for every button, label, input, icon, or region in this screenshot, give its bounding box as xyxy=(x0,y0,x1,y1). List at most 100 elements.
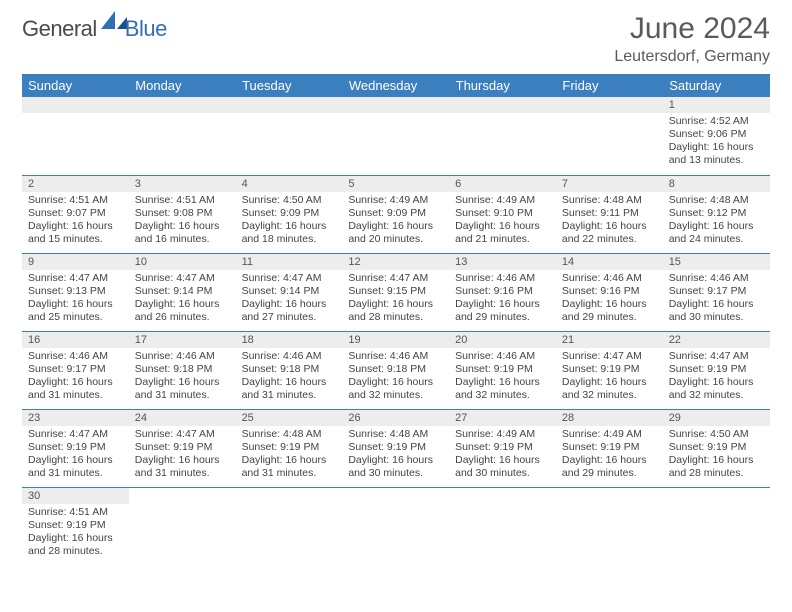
day-detail-line: Daylight: 16 hours xyxy=(242,220,337,233)
day-detail-line: Daylight: 16 hours xyxy=(669,454,764,467)
day-detail-line: Daylight: 16 hours xyxy=(455,376,550,389)
day-detail-line: Daylight: 16 hours xyxy=(669,141,764,154)
day-details: Sunrise: 4:49 AMSunset: 9:19 PMDaylight:… xyxy=(449,426,556,485)
day-detail-line: Sunrise: 4:49 AM xyxy=(348,194,443,207)
day-details: Sunrise: 4:46 AMSunset: 9:17 PMDaylight:… xyxy=(22,348,129,407)
day-detail-line: Sunrise: 4:46 AM xyxy=(455,350,550,363)
day-detail-line: Sunrise: 4:47 AM xyxy=(348,272,443,285)
day-detail-line: and 18 minutes. xyxy=(242,233,337,246)
day-detail-line: and 31 minutes. xyxy=(135,467,230,480)
calendar-cell xyxy=(236,487,343,565)
day-details: Sunrise: 4:46 AMSunset: 9:16 PMDaylight:… xyxy=(556,270,663,329)
day-detail-line: Sunset: 9:06 PM xyxy=(669,128,764,141)
day-number: 21 xyxy=(556,332,663,348)
day-detail-line: Daylight: 16 hours xyxy=(242,298,337,311)
day-detail-line: Sunrise: 4:48 AM xyxy=(669,194,764,207)
calendar-cell: 20Sunrise: 4:46 AMSunset: 9:19 PMDayligh… xyxy=(449,331,556,409)
day-header: Wednesday xyxy=(342,74,449,97)
day-detail-line: and 28 minutes. xyxy=(669,467,764,480)
day-detail-line: and 28 minutes. xyxy=(348,311,443,324)
day-number: 30 xyxy=(22,488,129,504)
calendar-cell: 5Sunrise: 4:49 AMSunset: 9:09 PMDaylight… xyxy=(342,175,449,253)
day-details: Sunrise: 4:46 AMSunset: 9:19 PMDaylight:… xyxy=(449,348,556,407)
day-detail-line: Sunrise: 4:50 AM xyxy=(242,194,337,207)
calendar-row: 23Sunrise: 4:47 AMSunset: 9:19 PMDayligh… xyxy=(22,409,770,487)
day-detail-line: Sunset: 9:11 PM xyxy=(562,207,657,220)
day-detail-line: Sunset: 9:18 PM xyxy=(242,363,337,376)
day-detail-line: and 27 minutes. xyxy=(242,311,337,324)
day-detail-line: Sunset: 9:16 PM xyxy=(455,285,550,298)
calendar-cell: 26Sunrise: 4:48 AMSunset: 9:19 PMDayligh… xyxy=(342,409,449,487)
day-number-empty xyxy=(129,97,236,113)
day-detail-line: and 31 minutes. xyxy=(28,467,123,480)
day-detail-line: Sunset: 9:19 PM xyxy=(348,441,443,454)
day-number: 25 xyxy=(236,410,343,426)
day-detail-line: and 20 minutes. xyxy=(348,233,443,246)
calendar-cell xyxy=(342,487,449,565)
logo: General Blue xyxy=(22,16,167,42)
day-number-empty xyxy=(556,97,663,113)
day-detail-line: and 26 minutes. xyxy=(135,311,230,324)
day-detail-line: Sunrise: 4:47 AM xyxy=(28,272,123,285)
day-number-empty xyxy=(22,97,129,113)
day-detail-line: and 31 minutes. xyxy=(242,467,337,480)
day-detail-line: Daylight: 16 hours xyxy=(135,454,230,467)
day-number: 8 xyxy=(663,176,770,192)
sail-icon xyxy=(101,11,127,36)
day-detail-line: Sunset: 9:19 PM xyxy=(562,441,657,454)
calendar-cell: 2Sunrise: 4:51 AMSunset: 9:07 PMDaylight… xyxy=(22,175,129,253)
calendar-cell: 3Sunrise: 4:51 AMSunset: 9:08 PMDaylight… xyxy=(129,175,236,253)
day-detail-line: Sunset: 9:19 PM xyxy=(562,363,657,376)
calendar-cell: 28Sunrise: 4:49 AMSunset: 9:19 PMDayligh… xyxy=(556,409,663,487)
day-detail-line: Sunset: 9:16 PM xyxy=(562,285,657,298)
day-number: 12 xyxy=(342,254,449,270)
day-details: Sunrise: 4:46 AMSunset: 9:16 PMDaylight:… xyxy=(449,270,556,329)
day-detail-line: Daylight: 16 hours xyxy=(348,220,443,233)
day-detail-line: Sunrise: 4:51 AM xyxy=(28,194,123,207)
day-details: Sunrise: 4:50 AMSunset: 9:19 PMDaylight:… xyxy=(663,426,770,485)
day-detail-line: and 31 minutes. xyxy=(28,389,123,402)
day-detail-line: and 21 minutes. xyxy=(455,233,550,246)
day-detail-line: and 15 minutes. xyxy=(28,233,123,246)
calendar-body: 1Sunrise: 4:52 AMSunset: 9:06 PMDaylight… xyxy=(22,97,770,565)
day-detail-line: Sunrise: 4:46 AM xyxy=(455,272,550,285)
day-header-row: SundayMondayTuesdayWednesdayThursdayFrid… xyxy=(22,74,770,97)
day-number: 13 xyxy=(449,254,556,270)
day-detail-line: and 16 minutes. xyxy=(135,233,230,246)
day-detail-line: Sunrise: 4:52 AM xyxy=(669,115,764,128)
day-detail-line: and 29 minutes. xyxy=(455,311,550,324)
location-text: Leutersdorf, Germany xyxy=(614,48,770,66)
day-details: Sunrise: 4:48 AMSunset: 9:11 PMDaylight:… xyxy=(556,192,663,251)
calendar-cell: 16Sunrise: 4:46 AMSunset: 9:17 PMDayligh… xyxy=(22,331,129,409)
day-number: 22 xyxy=(663,332,770,348)
calendar-row: 16Sunrise: 4:46 AMSunset: 9:17 PMDayligh… xyxy=(22,331,770,409)
calendar-cell: 6Sunrise: 4:49 AMSunset: 9:10 PMDaylight… xyxy=(449,175,556,253)
day-detail-line: Sunset: 9:17 PM xyxy=(28,363,123,376)
day-details: Sunrise: 4:50 AMSunset: 9:09 PMDaylight:… xyxy=(236,192,343,251)
day-detail-line: and 32 minutes. xyxy=(455,389,550,402)
day-detail-line: and 13 minutes. xyxy=(669,154,764,167)
day-detail-line: and 30 minutes. xyxy=(455,467,550,480)
day-detail-line: Sunset: 9:08 PM xyxy=(135,207,230,220)
calendar-cell xyxy=(663,487,770,565)
day-detail-line: Sunrise: 4:47 AM xyxy=(562,350,657,363)
day-header: Sunday xyxy=(22,74,129,97)
day-detail-line: Daylight: 16 hours xyxy=(348,376,443,389)
calendar-cell: 24Sunrise: 4:47 AMSunset: 9:19 PMDayligh… xyxy=(129,409,236,487)
calendar-row: 1Sunrise: 4:52 AMSunset: 9:06 PMDaylight… xyxy=(22,97,770,175)
day-details: Sunrise: 4:47 AMSunset: 9:13 PMDaylight:… xyxy=(22,270,129,329)
calendar-table: SundayMondayTuesdayWednesdayThursdayFrid… xyxy=(22,74,770,565)
day-detail-line: and 24 minutes. xyxy=(669,233,764,246)
calendar-cell: 11Sunrise: 4:47 AMSunset: 9:14 PMDayligh… xyxy=(236,253,343,331)
day-details: Sunrise: 4:47 AMSunset: 9:19 PMDaylight:… xyxy=(22,426,129,485)
day-details: Sunrise: 4:48 AMSunset: 9:12 PMDaylight:… xyxy=(663,192,770,251)
calendar-cell: 22Sunrise: 4:47 AMSunset: 9:19 PMDayligh… xyxy=(663,331,770,409)
day-detail-line: Sunrise: 4:49 AM xyxy=(455,194,550,207)
day-detail-line: and 29 minutes. xyxy=(562,311,657,324)
logo-text-blue: Blue xyxy=(125,16,167,42)
day-detail-line: Sunset: 9:09 PM xyxy=(348,207,443,220)
day-number: 29 xyxy=(663,410,770,426)
day-detail-line: Sunrise: 4:50 AM xyxy=(669,428,764,441)
day-detail-line: Sunset: 9:17 PM xyxy=(669,285,764,298)
calendar-row: 2Sunrise: 4:51 AMSunset: 9:07 PMDaylight… xyxy=(22,175,770,253)
